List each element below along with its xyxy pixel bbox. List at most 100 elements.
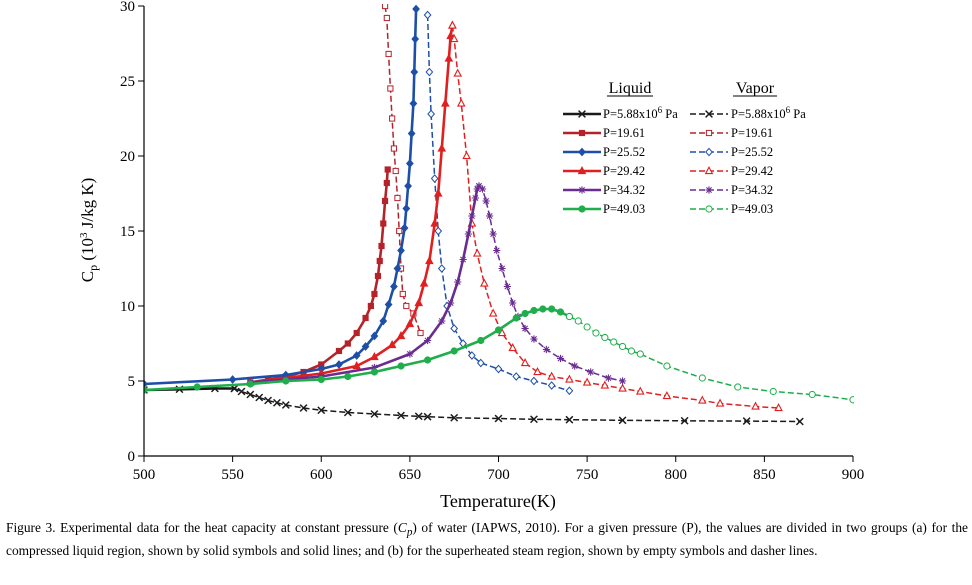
data-point <box>795 417 804 426</box>
legend-liquid-label-6: P=49.03 <box>603 202 645 216</box>
legend-swatch-vapor <box>690 110 728 118</box>
series-line <box>478 185 623 382</box>
data-point <box>383 14 390 22</box>
legend: Liquid Vapor P=5.88x106 Pa P=19.61 P=25.… <box>563 80 806 216</box>
data-point <box>412 4 420 14</box>
heat-capacity-chart: 500 550 600 650 700 750 800 850 900051015202530 … <box>78 0 864 512</box>
data-point <box>610 338 618 346</box>
legend-vapor-label-1: P=5.88x106 Pa <box>731 105 806 121</box>
data-point <box>370 410 379 418</box>
x-tick-label: 600 <box>310 467 333 483</box>
data-point <box>478 185 487 193</box>
data-point <box>521 309 529 318</box>
data-point <box>380 220 387 227</box>
legend-swatch-marker <box>578 205 586 213</box>
data-point <box>423 10 432 20</box>
data-point <box>393 264 402 273</box>
series-line <box>426 14 570 392</box>
data-point <box>627 347 636 355</box>
data-point <box>362 314 369 322</box>
data-point <box>430 218 440 227</box>
data-point <box>433 188 443 197</box>
data-point <box>403 302 410 310</box>
data-point <box>604 374 612 382</box>
data-point <box>405 319 415 328</box>
data-point <box>383 179 390 187</box>
data-point <box>533 367 542 376</box>
data-point <box>385 50 392 58</box>
data-point <box>698 395 707 404</box>
legend-swatch-marker <box>704 166 714 175</box>
data-point <box>462 151 471 160</box>
legend-vapor-label-2: P=19.61 <box>731 126 773 140</box>
legend-swatch-vapor <box>690 166 728 175</box>
series-line <box>144 307 570 392</box>
data-point <box>390 282 398 291</box>
data-point <box>430 174 439 183</box>
data-point <box>381 197 389 205</box>
data-point <box>480 278 489 287</box>
series-liquid-8 <box>246 182 483 387</box>
data-point <box>282 377 290 385</box>
data-point <box>335 347 343 355</box>
data-point <box>565 415 574 424</box>
legend-swatches <box>563 110 728 213</box>
data-point <box>437 264 446 273</box>
data-point <box>587 368 595 376</box>
y-tick-label: 5 <box>128 374 136 390</box>
data-point <box>419 278 429 287</box>
data-point <box>582 377 592 386</box>
y-tick-label: 20 <box>120 149 135 165</box>
data-point <box>399 290 406 298</box>
data-point <box>396 331 406 340</box>
data-point <box>228 375 237 384</box>
y-axis-title: Cp (103 J/kg K) <box>78 178 100 283</box>
data-point <box>512 314 520 322</box>
x-tick-label: 900 <box>842 467 865 483</box>
legend-liquid-label-1: P=5.88x106 Pa <box>603 105 678 121</box>
data-point <box>454 278 462 286</box>
x-axis-title: Temperature(K) <box>440 491 556 512</box>
series-vapor-3 <box>381 4 424 337</box>
data-point <box>600 380 610 389</box>
data-point <box>636 350 644 358</box>
axis-ticks: 500 550 600 650 700 750 800 850 900 0 5 10 15 20 25 30 <box>120 0 864 483</box>
data-point <box>548 305 556 313</box>
x-tick-label: 650 <box>399 467 422 483</box>
data-point <box>144 386 148 394</box>
series-vapor-1 <box>230 384 804 426</box>
data-point <box>530 376 538 386</box>
data-point <box>389 115 396 122</box>
data-point <box>459 255 467 264</box>
data-point <box>494 326 503 334</box>
data-point <box>367 302 374 310</box>
data-point <box>734 383 742 391</box>
legend-swatch-marker <box>705 186 713 194</box>
legend-swatch-marker <box>578 110 586 118</box>
data-point <box>449 34 459 43</box>
x-tick-label: 850 <box>753 467 776 483</box>
legend-swatch-vapor <box>690 205 728 213</box>
series-liquid-10 <box>144 305 574 394</box>
data-point <box>769 387 777 396</box>
data-point <box>574 317 582 325</box>
data-point <box>424 336 432 345</box>
data-point <box>508 343 517 352</box>
data-point <box>774 403 783 412</box>
data-point <box>592 329 600 337</box>
data-point <box>547 381 556 390</box>
legend-liquid-label-3: P=25.52 <box>603 145 645 159</box>
data-point <box>512 372 521 381</box>
data-point <box>414 298 424 307</box>
data-point <box>808 390 816 399</box>
data-point <box>409 99 418 108</box>
legend-swatch-vapor <box>690 147 728 157</box>
x-tick-label: 700 <box>487 467 510 483</box>
x-tick-label: 800 <box>665 467 688 483</box>
data-point <box>376 257 383 265</box>
data-point <box>237 387 246 396</box>
data-point <box>448 20 457 29</box>
series-liquid-4 <box>144 4 420 389</box>
caption-part-1: Figure 3. Experimental data for the heat… <box>6 520 398 535</box>
legend-liquid-header: Liquid <box>609 80 652 97</box>
